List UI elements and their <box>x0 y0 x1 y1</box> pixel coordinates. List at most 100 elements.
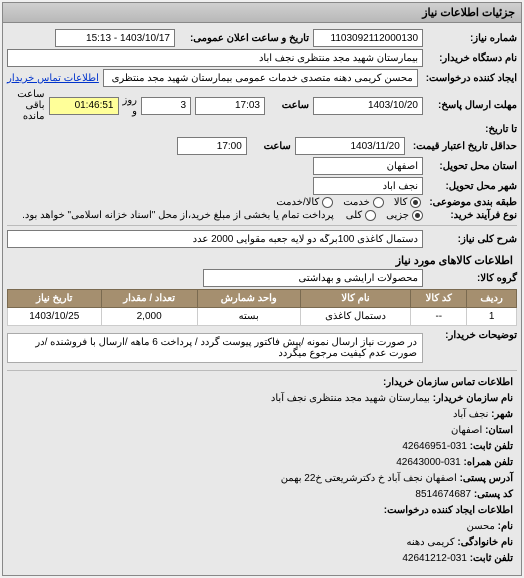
category-label: طبقه بندی موضوعی: <box>425 197 517 208</box>
contact-phone: تلفن ثابت: 031-42646951 <box>11 439 513 455</box>
province-input[interactable] <box>313 157 423 175</box>
contact-province: استان: اصفهان <box>11 423 513 439</box>
reply-deadline-label: مهلت ارسال پاسخ: <box>427 100 517 111</box>
td-date: 1403/10/25 <box>8 308 102 326</box>
row-buyer-org: نام دستگاه خریدار: <box>7 49 517 67</box>
contact-phone-label: تلفن ثابت: <box>470 441 513 452</box>
row-until: تا تاریخ: <box>7 124 517 135</box>
contact-province-value: اصفهان <box>451 425 482 436</box>
contact-address: آدرس پستی: اصفهان نجف آباد خ دکترشریعتی … <box>11 471 513 487</box>
group-input[interactable] <box>203 269 423 287</box>
time-label-1: ساعت <box>269 100 309 111</box>
contact-city-label: شهر: <box>491 409 513 420</box>
contact-postal-label: کد پستی: <box>474 489 513 500</box>
contact-org-value: بیمارستان شهید مجد منتظری نجف آباد <box>271 393 430 404</box>
until-label: تا تاریخ: <box>427 124 517 135</box>
radio-partial[interactable]: جزیی <box>386 210 423 221</box>
contact-city: شهر: نجف آباد <box>11 407 513 423</box>
description-label: توضیحات خریدار: <box>427 330 517 341</box>
th-unit: واحد شمارش <box>197 290 300 308</box>
radio-full[interactable]: کلی <box>346 210 376 221</box>
description-box: در صورت نیاز ارسال نمونه /پیش فاکتور پیو… <box>7 333 423 363</box>
min-credit-label: حداقل تاریخ اعتبار قیمت: <box>409 141 517 152</box>
radio-both-icon <box>322 197 333 208</box>
th-row: ردیف <box>467 290 517 308</box>
radio-full-label: کلی <box>346 210 362 221</box>
public-date-input[interactable] <box>55 29 175 47</box>
contact-tel-value: 031-42641212 <box>402 553 467 564</box>
td-name: دستمال کاغذی <box>300 308 411 326</box>
min-credit-time-input[interactable] <box>177 137 247 155</box>
need-no-input[interactable] <box>313 29 423 47</box>
contact-address-label: آدرس پستی: <box>460 473 513 484</box>
need-title-label: شرح کلی نیاز: <box>427 234 517 245</box>
radio-goods-icon <box>410 197 421 208</box>
contact-province-label: استان: <box>485 425 513 436</box>
radio-full-icon <box>365 210 376 221</box>
row-category: طبقه بندی موضوعی: کالا خدمت کالا/خدمت <box>7 197 517 208</box>
table-header-row: ردیف کد کالا نام کالا واحد شمارش تعداد /… <box>8 290 517 308</box>
th-name: نام کالا <box>300 290 411 308</box>
contact-title-2: اطلاعات ایجاد کننده درخواست: <box>11 503 513 519</box>
contact-postal-value: 8514674687 <box>415 489 471 500</box>
radio-both-label: کالا/خدمت <box>276 197 319 208</box>
remaining-label: ساعت باقی مانده <box>7 89 45 122</box>
table-row[interactable]: 1 -- دستمال کاغذی بسته 2,000 1403/10/25 <box>8 308 517 326</box>
radio-partial-label: جزیی <box>386 210 409 221</box>
contact-org: نام سازمان خریدار: بیمارستان شهید مجد من… <box>11 391 513 407</box>
row-group: گروه کالا: <box>7 269 517 287</box>
days-left-input[interactable] <box>141 97 191 115</box>
row-description: توضیحات خریدار: در صورت نیاز ارسال نمونه… <box>7 330 517 366</box>
radio-goods-label: کالا <box>394 197 408 208</box>
remaining-time-input[interactable] <box>49 97 119 115</box>
days-label: روز و <box>123 95 138 117</box>
row-buy-type: نوع فرآیند خرید: جزیی کلی پرداخت تمام یا… <box>7 210 517 221</box>
contact-tel-label: تلفن ثابت: <box>470 553 513 564</box>
items-section-title: اطلاعات کالاهای مورد نیاز <box>11 254 513 267</box>
buyer-org-input[interactable] <box>7 49 423 67</box>
buy-type-label: نوع فرآیند خرید: <box>427 210 517 221</box>
row-reply-deadline: مهلت ارسال پاسخ: ساعت روز و ساعت باقی ما… <box>7 89 517 122</box>
radio-both[interactable]: کالا/خدمت <box>276 197 333 208</box>
category-radio-group: کالا خدمت کالا/خدمت <box>276 197 421 208</box>
need-title-input[interactable] <box>7 230 423 248</box>
radio-partial-icon <box>412 210 423 221</box>
contact-fax-label: تلفن همراه: <box>464 457 513 468</box>
row-need-title: شرح کلی نیاز: <box>7 230 517 248</box>
contact-lname-label: نام خانوادگی: <box>457 537 513 548</box>
creator-contact-link[interactable]: اطلاعات تماس خریدار <box>7 73 99 84</box>
reply-time-input[interactable] <box>195 97 265 115</box>
radio-service[interactable]: خدمت <box>343 197 384 208</box>
details-panel: جزئیات اطلاعات نیاز شماره نیاز: تاریخ و … <box>2 2 522 576</box>
min-credit-date-input[interactable] <box>295 137 405 155</box>
contact-city-value: نجف آباد <box>453 409 488 420</box>
th-date: تاریخ نیاز <box>8 290 102 308</box>
row-min-credit: حداقل تاریخ اعتبار قیمت: ساعت <box>7 137 517 155</box>
radio-service-label: خدمت <box>343 197 370 208</box>
group-label: گروه کالا: <box>427 273 517 284</box>
city-label: شهر محل تحویل: <box>427 181 517 192</box>
public-date-label: تاریخ و ساعت اعلان عمومی: <box>179 33 309 44</box>
td-unit: بسته <box>197 308 300 326</box>
contact-name: نام: محسن <box>11 519 513 535</box>
city-input[interactable] <box>313 177 423 195</box>
creator-input[interactable] <box>103 69 418 87</box>
panel-title: جزئیات اطلاعات نیاز <box>3 3 521 23</box>
contact-section: اطلاعات تماس سازمان خریدار: نام سازمان خ… <box>11 375 513 567</box>
row-province: استان محل تحویل: <box>7 157 517 175</box>
contact-fax-value: 031-42643000 <box>396 457 461 468</box>
td-row: 1 <box>467 308 517 326</box>
buyer-org-label: نام دستگاه خریدار: <box>427 53 517 64</box>
need-no-label: شماره نیاز: <box>427 33 517 44</box>
creator-label: ایجاد کننده درخواست: <box>422 73 517 84</box>
province-label: استان محل تحویل: <box>427 161 517 172</box>
contact-phone-value: 031-42646951 <box>402 441 467 452</box>
contact-tel: تلفن ثابت: 031-42641212 <box>11 551 513 567</box>
buy-type-radio-group: جزیی کلی <box>346 210 423 221</box>
td-qty: 2,000 <box>101 308 197 326</box>
items-table: ردیف کد کالا نام کالا واحد شمارش تعداد /… <box>7 289 517 326</box>
th-qty: تعداد / مقدار <box>101 290 197 308</box>
reply-date-input[interactable] <box>313 97 423 115</box>
radio-goods[interactable]: کالا <box>394 197 422 208</box>
contact-name-value: محسن <box>467 521 495 532</box>
